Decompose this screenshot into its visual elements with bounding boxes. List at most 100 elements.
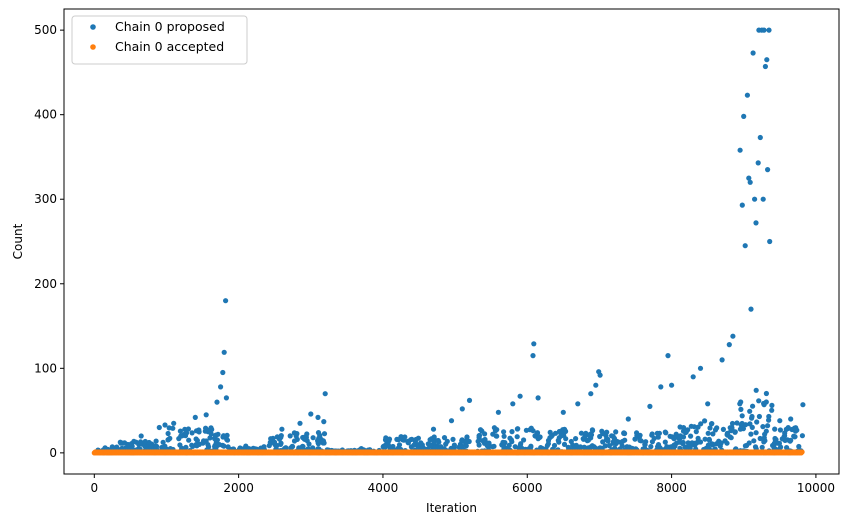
proposed-point [766,27,772,33]
proposed-point [766,417,772,423]
proposed-point [450,436,456,442]
proposed-point [192,414,198,420]
proposed-point [303,437,309,443]
proposed-point [552,430,559,436]
proposed-point [725,432,731,438]
proposed-point [695,424,701,430]
proposed-point [585,445,592,451]
proposed-point [747,179,753,185]
proposed-point [432,445,438,451]
proposed-point [261,444,267,450]
proposed-point [765,423,771,429]
proposed-point [551,442,558,449]
proposed-point [753,430,759,436]
proposed-point [133,439,139,445]
proposed-point [429,436,435,442]
x-tick-label: 2000 [223,481,254,495]
proposed-point [430,426,437,432]
proposed-point [200,440,206,446]
proposed-point [753,220,759,226]
proposed-point [466,397,473,403]
proposed-point [737,426,744,432]
proposed-point [268,436,274,442]
y-axis-label: Count [11,223,25,259]
proposed-point [321,419,327,425]
proposed-point [706,437,713,443]
proposed-point [637,437,643,443]
proposed-point [558,433,564,439]
proposed-point [208,431,214,437]
proposed-point [705,444,711,451]
proposed-point [719,357,725,363]
proposed-point [683,429,689,435]
proposed-point [777,427,784,433]
proposed-point [584,438,590,444]
proposed-point [784,445,790,451]
proposed-point [476,432,483,439]
x-axis: 0 2000 4000 6000 8000 10000 [90,474,835,495]
proposed-point [484,443,490,449]
proposed-point [411,442,417,448]
proposed-point [563,436,569,442]
proposed-point [769,407,775,413]
proposed-point [759,444,765,450]
proposed-point [602,443,608,449]
proposed-point [713,441,719,447]
proposed-point [287,433,293,439]
x-tick-label: 6000 [512,481,543,495]
accepted-point [799,449,805,455]
proposed-point [560,409,566,415]
proposed-point [162,422,168,428]
proposed-point [165,430,171,437]
y-tick-label: 100 [34,361,57,375]
proposed-point [221,433,227,439]
proposed-point [718,440,724,446]
proposed-point [545,441,552,447]
proposed-point [167,435,173,441]
proposed-point [752,444,759,450]
proposed-point [122,440,128,446]
proposed-point [599,428,605,434]
proposed-point [761,27,767,33]
proposed-point [214,437,220,443]
proposed-point [476,442,482,448]
proposed-point [218,384,224,390]
proposed-point [750,50,756,56]
proposed-point [428,443,434,449]
proposed-point [762,431,768,437]
proposed-point [730,333,736,339]
proposed-point [744,442,750,449]
proposed-point [224,437,231,443]
proposed-point [680,441,686,447]
proposed-point [655,431,661,437]
proposed-point [578,430,585,436]
proposed-point [221,443,227,449]
proposed-point [315,438,321,444]
proposed-point [512,444,518,450]
proposed-point [310,445,316,451]
proposed-point [243,443,249,449]
x-axis-label: Iteration [426,501,477,515]
proposed-point [514,426,521,432]
proposed-point [680,425,687,431]
proposed-point [610,433,616,439]
y-tick-label: 200 [34,277,57,291]
proposed-point [783,426,789,432]
legend-box [71,15,248,65]
proposed-point [665,353,671,359]
proposed-point [320,438,326,444]
x-tick-label: 0 [90,481,98,495]
proposed-point [677,433,684,439]
proposed-point [501,433,507,439]
proposed-point [267,440,274,446]
proposed-point [435,437,441,444]
proposed-point [796,443,802,450]
proposed-point [663,430,669,436]
proposed-point [521,437,527,443]
proposed-point [443,441,449,447]
legend-marker [90,44,96,50]
proposed-point [739,413,745,419]
proposed-point [732,429,738,435]
proposed-point [517,442,524,448]
proposed-point [493,433,499,439]
